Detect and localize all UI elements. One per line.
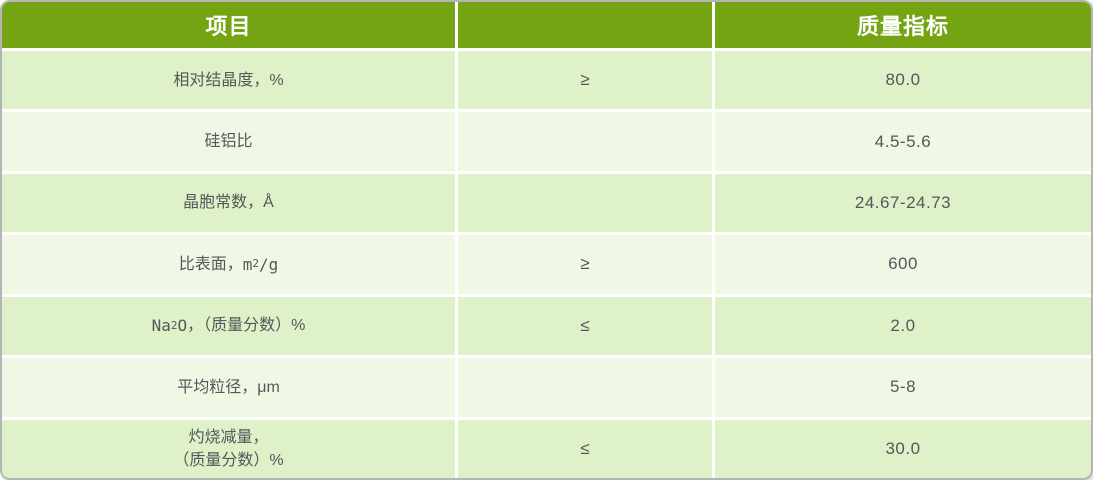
value-cell: 24.67-24.73 (715, 173, 1091, 233)
item-label: 比表面， (178, 255, 243, 273)
unit-rest: /g (259, 254, 279, 274)
item-unit-cell-constant: 晶胞常数，Å (2, 173, 455, 233)
value-cell: 80.0 (715, 51, 1091, 110)
item-specific-surface-area: 比表面， m 2/g (2, 235, 455, 294)
item-loss-on-ignition: 灼烧减量， （质量分数）% (2, 419, 455, 478)
item-line1: 灼烧减量， (188, 428, 269, 446)
operator-cell: ≤ (458, 419, 712, 478)
header-operator (458, 2, 712, 48)
header-item: 项目 (2, 2, 455, 48)
operator-cell: ≥ (458, 51, 712, 110)
operator-cell (458, 112, 712, 171)
operator-cell: ≤ (458, 296, 712, 356)
operator-cell (458, 358, 712, 417)
value-cell: 4.5-5.6 (715, 112, 1091, 171)
formula-rest: O (177, 316, 188, 336)
operator-cell: ≥ (458, 235, 712, 294)
unit-base: m (242, 254, 253, 274)
item-si-al-ratio: 硅铝比 (2, 112, 455, 171)
operator-cell (458, 173, 712, 233)
item-na2o-mass-fraction: Na 2 O ，（质量分数）% (2, 296, 455, 356)
item-label: ，（质量分数）% (187, 317, 306, 335)
value-cell: 30.0 (715, 419, 1091, 478)
header-indicator: 质量指标 (715, 2, 1091, 48)
value-cell: 2.0 (715, 296, 1091, 356)
item-line2: （质量分数）% (173, 451, 284, 469)
item-average-particle-size: 平均粒径，μm (2, 358, 455, 417)
formula-base: Na (151, 316, 171, 336)
value-cell: 600 (715, 235, 1091, 294)
value-cell: 5-8 (715, 358, 1091, 417)
item-relative-crystallinity: 相对结晶度，% (2, 51, 455, 110)
